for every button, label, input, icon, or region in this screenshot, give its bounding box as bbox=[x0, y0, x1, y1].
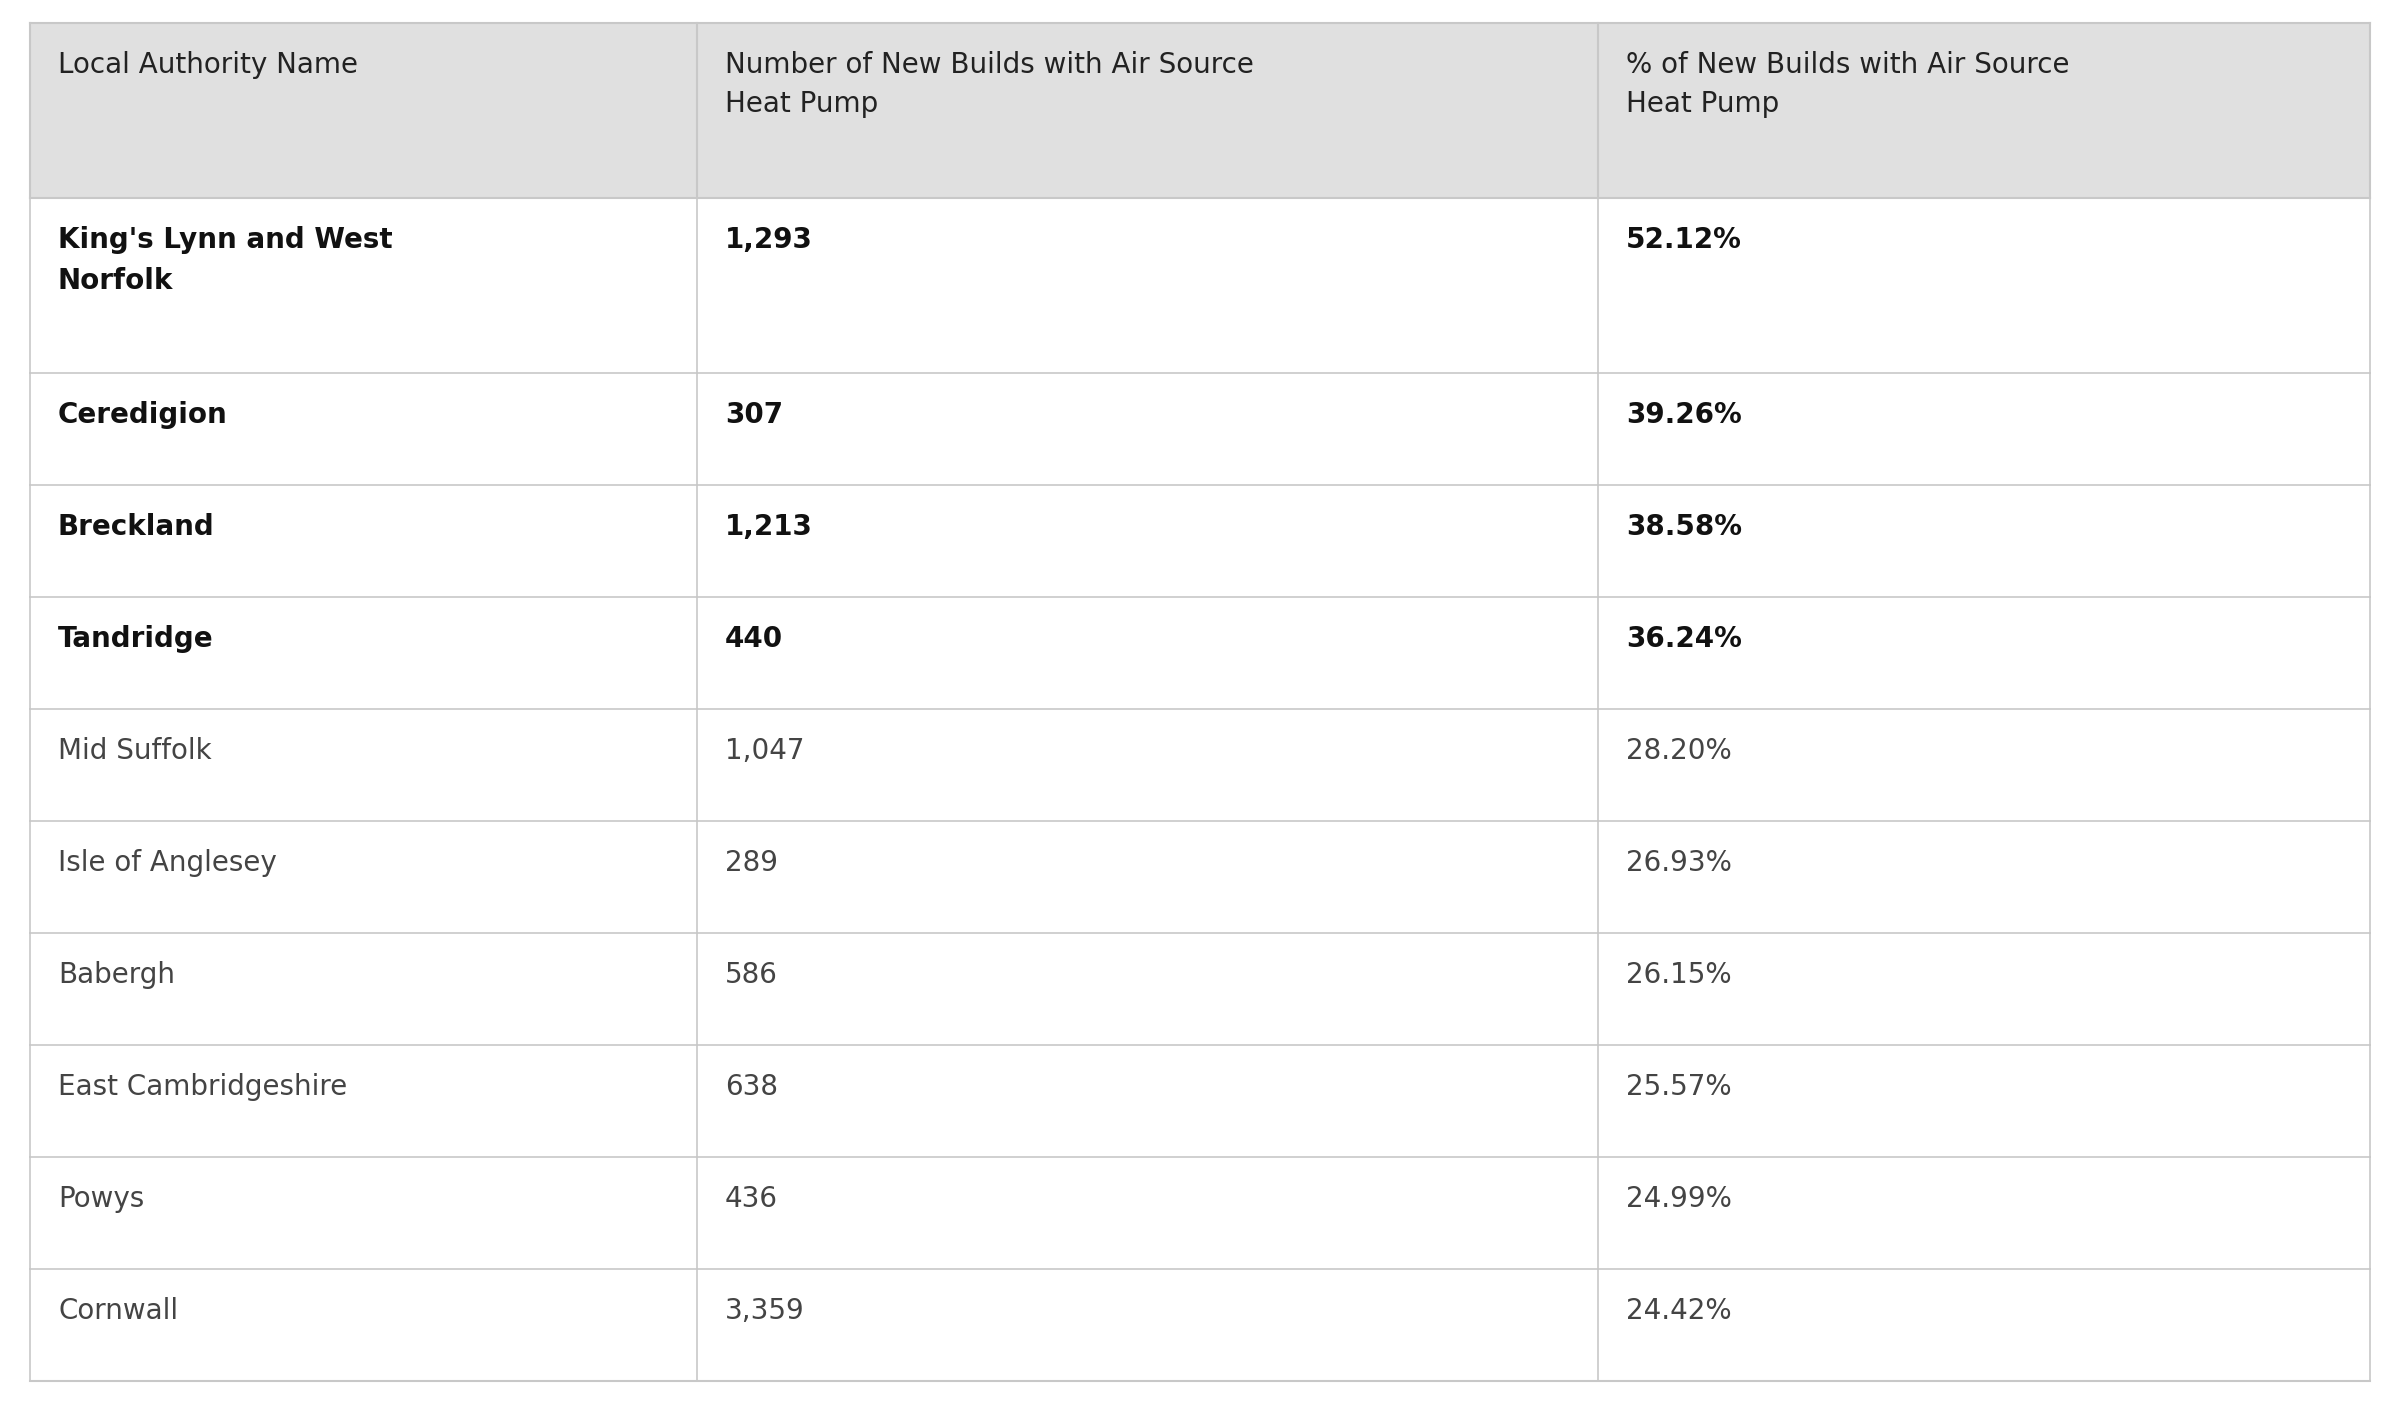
Text: 1,047: 1,047 bbox=[725, 737, 804, 765]
Text: 39.26%: 39.26% bbox=[1625, 402, 1742, 430]
Bar bbox=[29, 821, 696, 934]
Bar bbox=[696, 198, 1598, 373]
Text: 1,293: 1,293 bbox=[725, 226, 814, 254]
Bar bbox=[696, 1045, 1598, 1157]
Text: Tandridge: Tandridge bbox=[58, 625, 214, 653]
Text: 586: 586 bbox=[725, 960, 778, 988]
Text: 24.99%: 24.99% bbox=[1625, 1185, 1733, 1213]
Bar bbox=[1598, 1269, 2371, 1382]
Bar bbox=[696, 597, 1598, 709]
Bar bbox=[1598, 821, 2371, 934]
Text: Ceredigion: Ceredigion bbox=[58, 402, 228, 430]
Bar bbox=[29, 1157, 696, 1269]
Bar bbox=[29, 1045, 696, 1157]
Bar bbox=[696, 373, 1598, 484]
Text: 289: 289 bbox=[725, 849, 778, 878]
Text: 38.58%: 38.58% bbox=[1625, 512, 1742, 541]
Bar bbox=[1598, 484, 2371, 597]
Text: 24.42%: 24.42% bbox=[1625, 1297, 1730, 1325]
Text: Mid Suffolk: Mid Suffolk bbox=[58, 737, 211, 765]
Text: 26.15%: 26.15% bbox=[1625, 960, 1730, 988]
Text: 440: 440 bbox=[725, 625, 782, 653]
Bar bbox=[1598, 934, 2371, 1045]
Text: Babergh: Babergh bbox=[58, 960, 175, 988]
Bar bbox=[29, 373, 696, 484]
Bar bbox=[696, 1157, 1598, 1269]
Text: % of New Builds with Air Source
Heat Pump: % of New Builds with Air Source Heat Pum… bbox=[1625, 51, 2069, 118]
Text: Cornwall: Cornwall bbox=[58, 1297, 178, 1325]
Text: Isle of Anglesey: Isle of Anglesey bbox=[58, 849, 276, 878]
Bar bbox=[29, 1269, 696, 1382]
Bar bbox=[29, 22, 696, 198]
Text: King's Lynn and West
Norfolk: King's Lynn and West Norfolk bbox=[58, 226, 394, 295]
Bar bbox=[1598, 22, 2371, 198]
Bar bbox=[29, 484, 696, 597]
Text: 638: 638 bbox=[725, 1073, 778, 1101]
Text: 25.57%: 25.57% bbox=[1625, 1073, 1730, 1101]
Bar bbox=[696, 821, 1598, 934]
Bar bbox=[29, 198, 696, 373]
Bar bbox=[1598, 1157, 2371, 1269]
Bar bbox=[29, 934, 696, 1045]
Bar bbox=[696, 484, 1598, 597]
Bar bbox=[29, 709, 696, 821]
Text: 307: 307 bbox=[725, 402, 782, 430]
Text: Local Authority Name: Local Authority Name bbox=[58, 51, 358, 79]
Bar bbox=[1598, 1045, 2371, 1157]
Text: Powys: Powys bbox=[58, 1185, 144, 1213]
Bar bbox=[696, 22, 1598, 198]
Text: 436: 436 bbox=[725, 1185, 778, 1213]
Text: Number of New Builds with Air Source
Heat Pump: Number of New Builds with Air Source Hea… bbox=[725, 51, 1253, 118]
Bar bbox=[696, 709, 1598, 821]
Text: 1,213: 1,213 bbox=[725, 512, 814, 541]
Bar bbox=[696, 934, 1598, 1045]
Bar bbox=[29, 597, 696, 709]
Bar bbox=[1598, 198, 2371, 373]
Text: 3,359: 3,359 bbox=[725, 1297, 804, 1325]
Bar bbox=[696, 1269, 1598, 1382]
Text: 28.20%: 28.20% bbox=[1625, 737, 1730, 765]
Text: 36.24%: 36.24% bbox=[1625, 625, 1742, 653]
Text: 26.93%: 26.93% bbox=[1625, 849, 1733, 878]
Text: East Cambridgeshire: East Cambridgeshire bbox=[58, 1073, 348, 1101]
Bar bbox=[1598, 709, 2371, 821]
Bar bbox=[1598, 597, 2371, 709]
Bar bbox=[1598, 373, 2371, 484]
Text: Breckland: Breckland bbox=[58, 512, 214, 541]
Text: 52.12%: 52.12% bbox=[1625, 226, 1742, 254]
